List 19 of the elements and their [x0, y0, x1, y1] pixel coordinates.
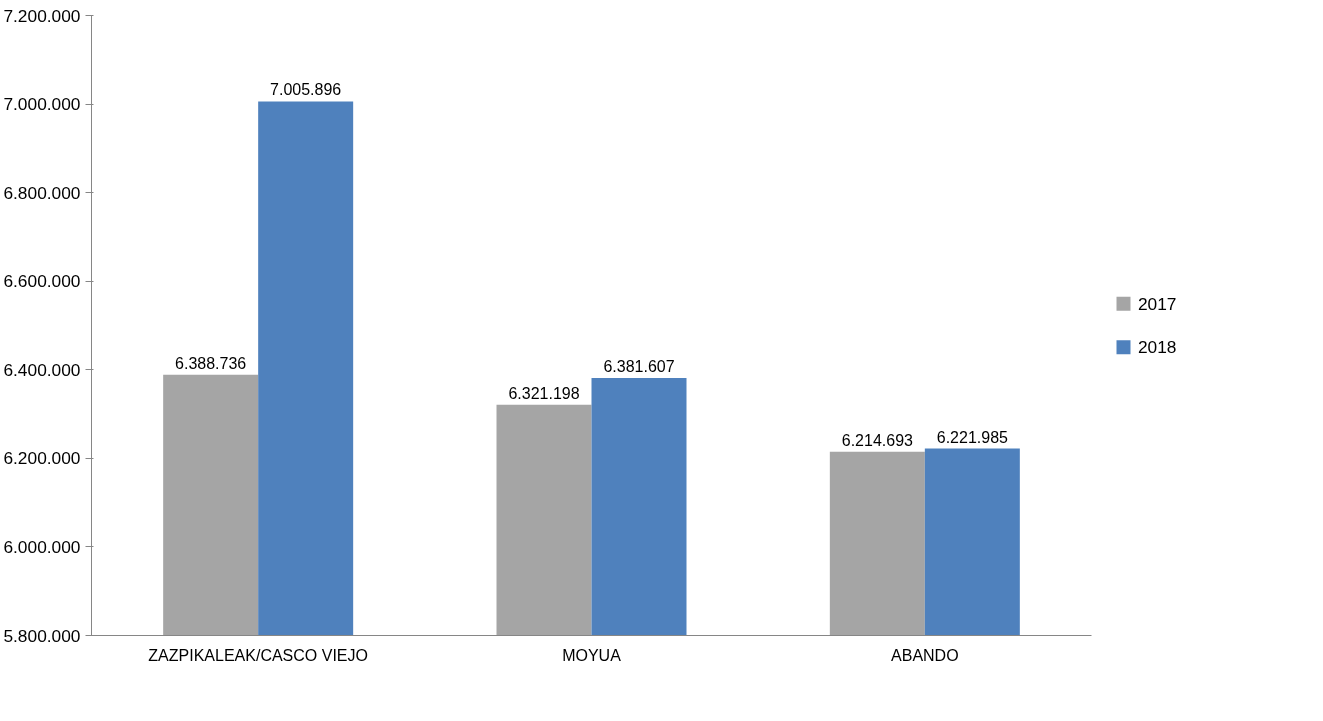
y-tick-label: 5.800.000 — [3, 625, 81, 646]
legend-label: 2018 — [1137, 337, 1177, 358]
data-label: 6.321.198 — [508, 384, 580, 402]
data-label: 6.214.693 — [841, 431, 914, 449]
y-tick-label: 6.600.000 — [3, 271, 81, 292]
x-tick-label: ZAZPIKALEAK/CASCO VIEJO — [148, 646, 368, 664]
data-label: 6.388.736 — [175, 354, 247, 372]
y-tick-label: 6.000.000 — [3, 536, 81, 557]
data-label: 7.005.896 — [270, 81, 342, 99]
y-tick-label: 6.800.000 — [3, 182, 81, 203]
data-label: 6.381.607 — [603, 357, 675, 375]
data-label: 6.221.985 — [936, 428, 1009, 446]
y-tick-label: 7.000.000 — [3, 94, 81, 115]
legend-label: 2017 — [1137, 293, 1177, 314]
y-tick-label: 6.200.000 — [3, 448, 81, 469]
y-tick-label: 6.400.000 — [3, 359, 81, 380]
x-tick-label: MOYUA — [562, 646, 622, 664]
x-tick-label: ABANDO — [891, 646, 959, 664]
y-tick-label: 7.200.000 — [3, 5, 81, 26]
